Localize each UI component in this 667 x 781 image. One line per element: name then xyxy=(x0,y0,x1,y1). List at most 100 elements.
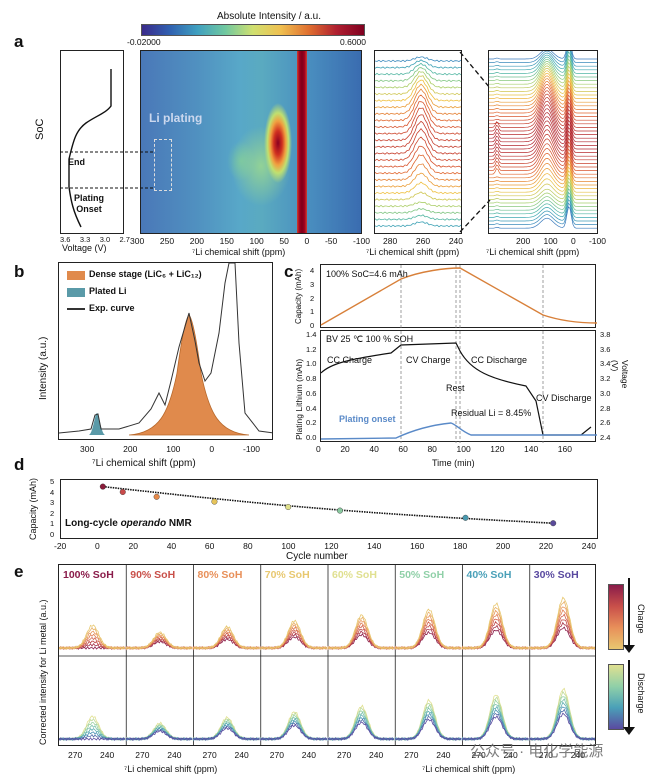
full-spectrum-trace xyxy=(489,61,597,85)
soh-spectrum-trace xyxy=(529,596,595,650)
capacity-point xyxy=(462,514,469,521)
soh-spectrum-trace xyxy=(394,712,462,742)
full-spectrum-trace xyxy=(489,104,597,135)
soh-spectrum-trace xyxy=(260,711,327,741)
capacity-point xyxy=(336,507,343,514)
zoom-spectrum-trace xyxy=(375,191,461,201)
soh-spectrum-trace xyxy=(462,606,529,650)
phase-cv-discharge: CV Discharge xyxy=(536,393,592,403)
soh-spectrum-trace xyxy=(394,621,462,650)
soh-spectrum-trace xyxy=(327,619,395,650)
soh-spectrum-trace xyxy=(193,716,260,741)
full-spectrum-trace xyxy=(489,108,597,139)
end-label: End xyxy=(68,157,85,167)
panel-e-tick: 270 xyxy=(538,750,553,760)
full-spectrum-trace xyxy=(489,198,597,222)
right-ticks: 3.8 3.6 3.4 3.2 3.0 2.8 2.6 2.4 xyxy=(600,330,611,442)
zoom-stack-plot xyxy=(374,50,462,234)
panel-e-tick: 240 xyxy=(234,750,249,760)
soh-spectra-grid xyxy=(59,565,595,745)
full-spectrum-trace xyxy=(489,67,597,92)
zoom-spectrum-trace xyxy=(375,79,461,102)
soh-spectrum-trace xyxy=(394,630,462,650)
soh-spectrum-trace xyxy=(59,717,126,741)
panel-d-label: d xyxy=(14,455,25,474)
full-spectrum-trace xyxy=(489,100,597,132)
capacity-point xyxy=(153,493,160,500)
soh-spectrum-trace xyxy=(395,718,462,741)
discharge-colorbar xyxy=(608,664,624,730)
panel-c-label: c xyxy=(284,262,294,281)
soh-spectrum-trace xyxy=(327,633,395,650)
soh-spectrum-trace xyxy=(327,616,395,651)
capacity-point xyxy=(550,520,557,527)
discharge-arrowhead xyxy=(623,727,635,735)
full-spectrum-trace xyxy=(489,155,597,179)
zoom-spectrum-trace xyxy=(375,207,461,215)
panel-e-tick: 240 xyxy=(369,750,384,760)
panel-d-plot: Long-cycle operando NMR xyxy=(60,479,598,539)
soh-spectrum-trace xyxy=(529,600,595,650)
panel-e-tick: 240 xyxy=(436,750,451,760)
stack-ticks: 200 100 0 -100 xyxy=(516,236,606,246)
full-spectrum-trace xyxy=(489,166,597,189)
panel-b-ylabel: Intensity (a.u.) xyxy=(38,336,49,400)
voltage-plating-curves xyxy=(320,331,597,443)
soh-spectrum-trace xyxy=(193,632,260,650)
soh-spectrum-trace xyxy=(260,619,328,651)
panel-c-top-plot: 100% SoC=4.6 mAh xyxy=(320,264,598,329)
colorbar-min: -0.02000 xyxy=(127,37,161,47)
soh-spectrum-trace xyxy=(193,630,260,650)
soh-spectrum-trace xyxy=(529,701,595,741)
panel-e-tick: 270 xyxy=(471,750,486,760)
capacity-fade-chart xyxy=(99,483,557,527)
voltage-axis-label: Voltage (V) xyxy=(62,243,107,253)
panel-e-xlabel2: ⁷Li chemical shift (ppm) xyxy=(422,764,516,774)
zoom-spectrum-trace xyxy=(375,120,461,149)
soh-spectrum-trace xyxy=(529,613,595,650)
soh-spectrum-trace xyxy=(260,714,328,741)
soh-spectrum-trace xyxy=(193,726,260,741)
legend-plated-label: Plated Li xyxy=(89,286,127,296)
legend-dense-swatch xyxy=(67,271,85,280)
soh-spectrum-trace xyxy=(260,717,328,742)
colorbar-max: 0.6000 xyxy=(340,37,366,47)
soh-spectrum-trace xyxy=(59,624,126,650)
metal-peak-band xyxy=(297,51,307,233)
soh-spectrum-trace xyxy=(529,606,595,650)
soh-spectrum-trace xyxy=(327,614,395,650)
soh-spectrum-trace xyxy=(260,720,327,741)
plated-li-fill xyxy=(89,413,105,435)
soh-spectrum-trace xyxy=(462,629,529,650)
soh-spectrum-trace xyxy=(462,696,529,741)
soh-spectrum-trace xyxy=(394,624,462,650)
soh-spectrum-trace xyxy=(462,705,529,741)
soh-spectrum-trace xyxy=(529,687,595,741)
soh-spectrum-trace xyxy=(529,626,595,650)
soh-spectrum-trace xyxy=(394,707,462,741)
full-spectrum-trace xyxy=(489,133,597,161)
soh-spectrum-trace xyxy=(125,631,193,650)
charge-arrowhead xyxy=(623,645,635,653)
stack-xlabel: ⁷Li chemical shift (ppm) xyxy=(486,247,580,257)
panel-e-tick: 270 xyxy=(337,750,352,760)
soh-spectrum-trace xyxy=(529,698,595,741)
phase-rest: Rest xyxy=(446,383,465,393)
zoom-spectrum-trace xyxy=(375,172,461,188)
voltage-profile-plot xyxy=(60,50,124,234)
voltage-ticks: 3.6 3.3 3.0 2.7 xyxy=(60,235,130,244)
full-spectrum-trace xyxy=(489,116,597,146)
colorbar xyxy=(141,24,365,36)
full-spectrum-trace xyxy=(489,87,597,117)
legend-plated-swatch xyxy=(67,288,85,297)
full-spectrum-trace xyxy=(489,159,597,182)
voltage-curve xyxy=(68,69,112,228)
panel-b-plot: Dense stage (LiC₆ + LiC₁₂) Plated Li Exp… xyxy=(58,262,273,440)
panel-c-title: BV 25 ℃ 100 % SOH xyxy=(326,334,414,344)
soh-spectrum-trace xyxy=(260,724,328,742)
full-spectrum-trace xyxy=(489,188,597,211)
full-spectrum-trace xyxy=(489,124,597,153)
phase-cv-charge: CV Charge xyxy=(406,355,451,365)
